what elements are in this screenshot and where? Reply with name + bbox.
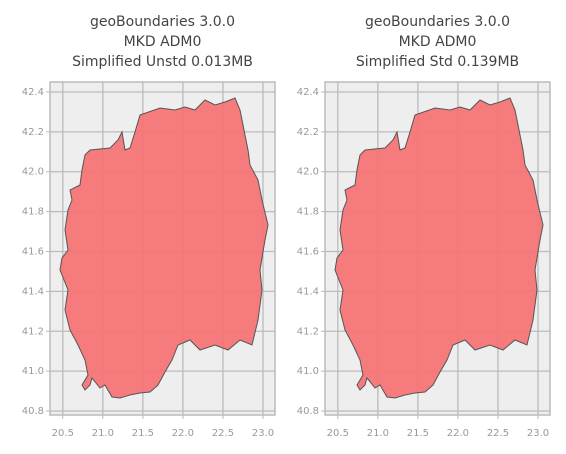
y-tick-label: 42.4 (22, 87, 44, 98)
x-tick-label: 22.5 (212, 428, 234, 439)
y-tick-label: 41.0 (22, 366, 44, 377)
y-tick-label: 42.2 (297, 127, 319, 138)
y-tick-label: 42.4 (297, 87, 319, 98)
x-tick-label: 23.0 (252, 428, 274, 439)
y-tick-label: 42.0 (22, 167, 44, 178)
chart-title: MKD ADM0 (124, 34, 202, 50)
y-tick-label: 41.2 (22, 326, 44, 337)
x-tick-label: 21.5 (407, 428, 429, 439)
x-tick-label: 20.5 (52, 428, 74, 439)
x-tick-label: 21.5 (132, 428, 154, 439)
x-tick-label: 21.0 (92, 428, 114, 439)
y-tick-label: 41.4 (297, 286, 319, 297)
y-tick-label: 41.6 (22, 246, 44, 257)
x-tick-label: 23.0 (527, 428, 549, 439)
y-tick-label: 41.8 (297, 207, 319, 218)
y-tick-label: 41.0 (297, 366, 319, 377)
y-tick-label: 41.4 (22, 286, 44, 297)
y-tick-label: 42.2 (22, 127, 44, 138)
y-tick-label: 40.8 (22, 406, 44, 417)
y-tick-label: 41.6 (297, 246, 319, 257)
x-tick-label: 21.0 (367, 428, 389, 439)
x-tick-label: 22.0 (172, 428, 194, 439)
chart-title: geoBoundaries 3.0.0 (365, 14, 510, 30)
chart-title: Simplified Unstd 0.013MB (72, 54, 253, 70)
y-tick-label: 42.0 (297, 167, 319, 178)
x-tick-label: 20.5 (327, 428, 349, 439)
y-tick-label: 41.2 (297, 326, 319, 337)
chart-title: geoBoundaries 3.0.0 (90, 14, 235, 30)
y-tick-label: 41.8 (22, 207, 44, 218)
y-tick-label: 40.8 (297, 406, 319, 417)
x-tick-label: 22.5 (487, 428, 509, 439)
chart-title: Simplified Std 0.139MB (356, 54, 519, 70)
chart-title: MKD ADM0 (399, 34, 477, 50)
x-tick-label: 22.0 (447, 428, 469, 439)
